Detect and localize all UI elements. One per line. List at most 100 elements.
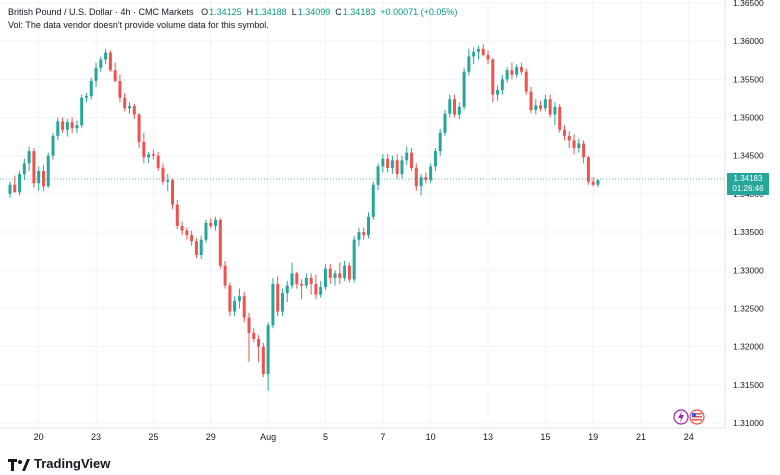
- x-tick-label: 7: [380, 432, 385, 442]
- candle-body: [190, 235, 194, 242]
- bolt-icon[interactable]: [673, 409, 689, 425]
- candle-body: [300, 284, 304, 286]
- open-label: O: [201, 7, 209, 17]
- y-tick-label: 1.36500: [733, 0, 764, 8]
- candle-body: [242, 296, 246, 318]
- candle-body: [319, 287, 323, 295]
- y-tick-label: 1.32000: [733, 342, 764, 352]
- price-axis[interactable]: 1.31000 1.31500 1.32000 1.32500 1.33000 1.335…: [724, 0, 764, 428]
- flag-icon[interactable]: [689, 409, 705, 425]
- candle-body: [185, 230, 189, 236]
- candle-body: [46, 155, 50, 187]
- candle-body: [390, 160, 394, 168]
- candle-body: [137, 114, 141, 142]
- candle-body: [448, 99, 452, 114]
- close-label: C: [335, 7, 342, 17]
- candle-body: [577, 143, 581, 149]
- x-tick-label: 19: [588, 432, 598, 442]
- candle-body: [214, 219, 218, 226]
- low-label: L: [291, 7, 297, 17]
- candle-body: [257, 339, 261, 347]
- candle-body: [548, 99, 552, 115]
- candle-body: [89, 80, 93, 97]
- candle-body: [271, 284, 275, 326]
- y-tick-label: 1.35000: [733, 113, 764, 123]
- candle-body: [261, 346, 265, 375]
- symbol-title: British Pound / U.S. Dollar · 4h · CMC M…: [8, 7, 194, 17]
- candle-body: [534, 105, 538, 110]
- candle-body: [84, 96, 88, 98]
- time-axis[interactable]: 20 23 25 29 Aug 5 7 10 13 15 19 21 24: [0, 427, 725, 442]
- candle-body: [175, 204, 179, 226]
- candle-body: [433, 151, 437, 167]
- candle-body: [481, 48, 485, 55]
- candle-body: [510, 70, 514, 75]
- candle-body: [247, 317, 251, 333]
- candle-body: [123, 97, 127, 109]
- candle-body: [61, 121, 65, 130]
- candle-body: [80, 97, 84, 126]
- y-tick-label: 1.31000: [733, 418, 764, 428]
- candle-body: [51, 135, 55, 156]
- candle-body: [371, 184, 375, 217]
- candle-body: [376, 166, 380, 185]
- candle-body: [32, 151, 36, 184]
- x-tick-label: 21: [636, 432, 646, 442]
- toolbar-icons[interactable]: [673, 409, 705, 425]
- candle-body: [491, 59, 495, 95]
- candle-body: [309, 277, 313, 285]
- high-value: 1.34188: [254, 7, 287, 17]
- candle-body: [70, 122, 74, 129]
- candle-body: [147, 154, 151, 158]
- candle-body: [113, 70, 117, 81]
- candle-body: [280, 293, 284, 312]
- candle-body: [118, 80, 122, 98]
- candle-body: [443, 113, 447, 133]
- candle-body: [75, 125, 79, 129]
- candle-body: [539, 105, 543, 109]
- y-tick-label: 1.33500: [733, 227, 764, 237]
- candle-body: [276, 284, 280, 312]
- candle-body: [295, 273, 299, 285]
- candle-body: [558, 106, 562, 130]
- candle-body: [500, 79, 504, 91]
- candle-body: [343, 265, 347, 278]
- candle-body: [357, 232, 361, 240]
- candle-body: [333, 273, 337, 278]
- candle-body: [582, 143, 586, 158]
- tradingview-logo[interactable]: TradingView: [8, 456, 110, 471]
- candle-body: [27, 151, 31, 164]
- candle-body: [338, 273, 342, 278]
- candle-body: [438, 132, 442, 152]
- change-value: +0.00071 (+0.05%): [380, 7, 458, 17]
- high-label: H: [246, 7, 254, 17]
- candle-body: [18, 174, 22, 193]
- x-tick-label: 20: [34, 432, 44, 442]
- candle-body: [223, 265, 227, 286]
- candle-body: [410, 152, 414, 168]
- candle-body: [424, 177, 428, 181]
- candle-body: [128, 106, 131, 109]
- candle-body: [108, 52, 112, 71]
- candle-body: [41, 171, 45, 187]
- candle-body: [314, 284, 318, 295]
- candle-body: [228, 285, 232, 312]
- candle-body: [486, 54, 490, 60]
- candle-body: [132, 106, 136, 115]
- candle-body: [218, 219, 222, 266]
- candle-body: [567, 135, 571, 141]
- candle-body: [395, 160, 399, 175]
- candle-body: [99, 59, 103, 68]
- x-tick-label: 13: [483, 432, 493, 442]
- last-price-value: 1.34183: [733, 174, 763, 183]
- candle-body: [199, 239, 203, 255]
- candle-body: [414, 167, 418, 187]
- candle-body: [151, 154, 155, 156]
- candle-body: [462, 71, 466, 107]
- bar-countdown: 01:26:46: [732, 184, 764, 193]
- candles: [8, 44, 600, 391]
- x-tick-label: 25: [148, 432, 158, 442]
- candle-body: [22, 163, 26, 175]
